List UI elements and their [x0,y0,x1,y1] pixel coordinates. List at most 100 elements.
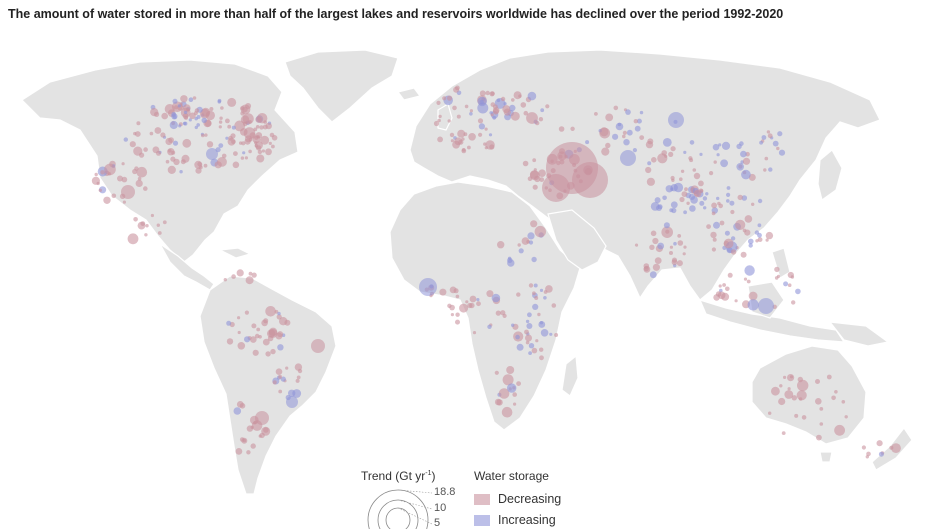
lake-marker-increasing [540,329,549,337]
lake-marker-increasing [662,195,667,201]
map-subtitle: The amount of water stored in more than … [8,7,784,21]
lake-marker-decreasing [725,286,730,292]
lake-marker-increasing [491,293,501,303]
lake-marker-decreasing [834,424,845,436]
lake-marker-decreasing [245,276,254,285]
lake-marker-increasing [623,139,630,146]
lake-markers [91,85,901,459]
lake-marker-decreasing [449,132,455,138]
lake-marker-decreasing [767,133,773,139]
lake-marker-decreasing [263,318,269,324]
lake-marker-decreasing [171,150,176,155]
lake-marker-decreasing [452,105,457,111]
lake-marker-increasing [669,208,674,213]
lake-marker-increasing [683,150,687,154]
lake-marker-decreasing [94,172,98,177]
decreasing-label: Decreasing [498,492,562,506]
landmass-arabia [547,209,607,271]
lake-marker-increasing [528,351,532,355]
lake-marker-decreasing [468,133,476,141]
trend-size-legend [367,489,433,529]
lake-marker-decreasing [570,126,575,131]
lake-marker-decreasing [472,331,477,335]
lake-marker-increasing [231,125,236,130]
lake-marker-decreasing [149,131,154,136]
lake-marker-increasing [757,223,762,228]
lake-marker-increasing [795,288,801,295]
lake-marker-increasing [507,259,515,267]
lake-marker-decreasing [709,171,714,176]
lake-marker-decreasing [121,162,125,166]
lake-marker-decreasing [790,275,795,279]
lake-marker-decreasing [296,375,301,380]
lake-marker-increasing [699,200,705,206]
lake-marker-decreasing [278,389,283,394]
lake-marker-decreasing [467,145,471,150]
lake-marker-decreasing [265,148,272,156]
lake-marker-decreasing [601,147,610,156]
lake-marker-decreasing [713,294,720,301]
lake-marker-decreasing [665,229,670,234]
lake-marker-decreasing [746,279,751,284]
size-label-5: 5 [434,517,441,529]
lake-marker-decreasing [242,113,254,125]
lake-marker-decreasing [646,177,656,186]
lake-marker-decreasing [534,225,546,238]
lake-marker-decreasing [532,184,538,190]
lake-marker-decreasing [774,276,779,280]
landmass-australia [751,345,867,445]
lake-marker-decreasing [254,333,260,339]
lake-marker-decreasing [831,395,836,401]
lake-marker-decreasing [779,384,783,388]
lake-marker-decreasing [524,329,529,335]
lake-marker-decreasing [180,159,186,165]
lake-marker-decreasing [643,263,650,269]
landmass-japan [817,149,843,202]
lake-marker-increasing [759,140,763,145]
lake-marker-decreasing [599,127,611,139]
lake-marker-decreasing [227,137,236,146]
legend-increasing: Increasing [474,513,556,527]
lake-marker-decreasing [454,137,463,146]
lake-marker-increasing [171,113,178,120]
lake-marker-decreasing [438,114,442,119]
lake-marker-decreasing [537,312,541,317]
lake-marker-decreasing [712,237,717,242]
lake-marker-decreasing [259,125,264,130]
size-leader-3 [397,507,433,525]
lake-marker-decreasing [517,243,521,247]
lake-marker-decreasing [275,332,283,340]
landmass-north-america [21,59,299,263]
lake-marker-increasing [507,383,517,393]
lake-marker-increasing [768,167,773,172]
lake-marker-decreasing [272,380,277,385]
lake-marker-decreasing [718,284,722,288]
lake-marker-decreasing [218,125,222,129]
lake-marker-decreasing [244,310,249,315]
lake-marker-increasing [699,152,703,156]
lake-marker-increasing [233,407,242,415]
lake-marker-decreasing [622,130,628,135]
lake-marker-increasing [689,205,696,212]
lake-marker-decreasing [664,154,668,158]
lake-marker-decreasing [661,150,667,156]
lake-marker-decreasing [669,251,673,255]
lake-marker-increasing [277,344,284,351]
lake-marker-decreasing [182,113,189,119]
lake-marker-decreasing [262,338,270,346]
lake-marker-decreasing [248,271,253,276]
lake-marker-decreasing [711,202,717,209]
lake-marker-increasing [612,133,619,140]
lake-marker-decreasing [774,266,780,273]
lake-marker-decreasing [516,381,521,386]
lake-marker-increasing [703,206,707,210]
trend-title-exponent: -1 [425,470,432,477]
lake-marker-decreasing [538,169,546,177]
lake-marker-decreasing [278,374,283,379]
lake-marker-decreasing [137,221,146,230]
lake-marker-decreasing [103,196,111,204]
lake-marker-decreasing [192,96,197,100]
lake-marker-decreasing [248,149,252,154]
lake-marker-decreasing [252,349,259,356]
lake-marker-increasing [639,110,644,115]
